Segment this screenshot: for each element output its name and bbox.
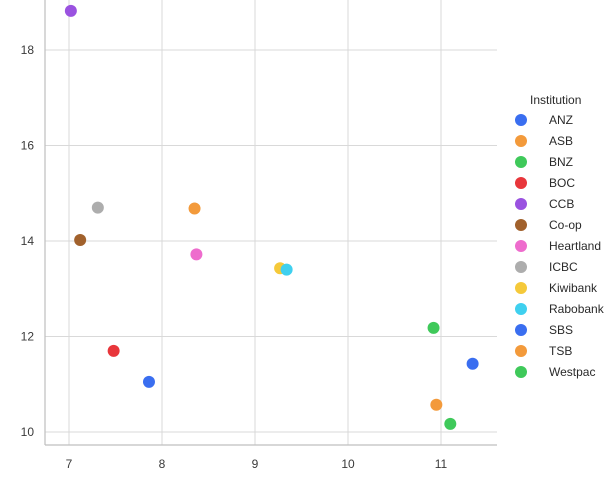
data-point-ccb [64, 4, 77, 17]
legend-marker [515, 177, 527, 189]
legend-marker [515, 303, 527, 315]
data-point-sbs [142, 375, 155, 388]
legend-marker [515, 261, 527, 273]
legend-label: Westpac [549, 365, 595, 379]
legend-marker [515, 324, 527, 336]
legend-label: Co-op [549, 218, 582, 232]
y-tick-label: 14 [21, 234, 35, 248]
legend-items: ANZ ASB BNZ BOC CCB Co-op Heartland ICBC Kiwiban… [515, 113, 605, 379]
tick-labels: 7 8 9 10 11 10 12 14 16 18 [21, 43, 448, 471]
data-point-westpac [444, 417, 457, 430]
legend-marker [515, 282, 527, 294]
data-point-bnz [427, 321, 440, 334]
data-point-heartland [190, 248, 203, 261]
legend-label: ICBC [549, 260, 578, 274]
legend-marker [515, 114, 527, 126]
legend-label: TSB [549, 344, 572, 358]
x-tick-label: 9 [252, 457, 259, 471]
legend-marker [515, 156, 527, 168]
data-point-boc [107, 344, 120, 357]
data-point-rabobank [280, 263, 293, 276]
data-point-sbs [466, 357, 479, 370]
y-tick-label: 10 [21, 425, 35, 439]
legend-label: SBS [549, 323, 573, 337]
legend-label: Rabobank [549, 302, 605, 316]
y-tick-label: 18 [21, 43, 35, 57]
grid [45, 0, 497, 445]
axes [44, 0, 497, 446]
legend-label: ANZ [549, 113, 573, 127]
legend-label: BNZ [549, 155, 573, 169]
legend-label: ASB [549, 134, 573, 148]
legend-marker [515, 345, 527, 357]
data-point-asb [188, 202, 201, 215]
x-tick-label: 11 [435, 457, 448, 471]
legend-label: Kiwibank [549, 281, 598, 295]
legend-marker [515, 198, 527, 210]
x-tick-label: 10 [341, 457, 355, 471]
y-tick-label: 12 [21, 330, 35, 344]
legend-marker [515, 240, 527, 252]
legend-label: Heartland [549, 239, 601, 253]
legend: Institution ANZ ASB BNZ BOC CCB Co-op Heartlan… [515, 93, 605, 379]
data-point-icbc [91, 201, 104, 214]
legend-label: CCB [549, 197, 574, 211]
data-points [64, 4, 479, 430]
legend-title: Institution [530, 93, 581, 107]
legend-marker [515, 219, 527, 231]
x-tick-label: 7 [66, 457, 73, 471]
data-point-tsb [430, 398, 443, 411]
y-tick-label: 16 [21, 139, 35, 153]
legend-marker [515, 135, 527, 147]
data-point-co-op [74, 234, 87, 247]
legend-marker [515, 366, 527, 378]
legend-label: BOC [549, 176, 575, 190]
x-tick-label: 8 [159, 457, 166, 471]
